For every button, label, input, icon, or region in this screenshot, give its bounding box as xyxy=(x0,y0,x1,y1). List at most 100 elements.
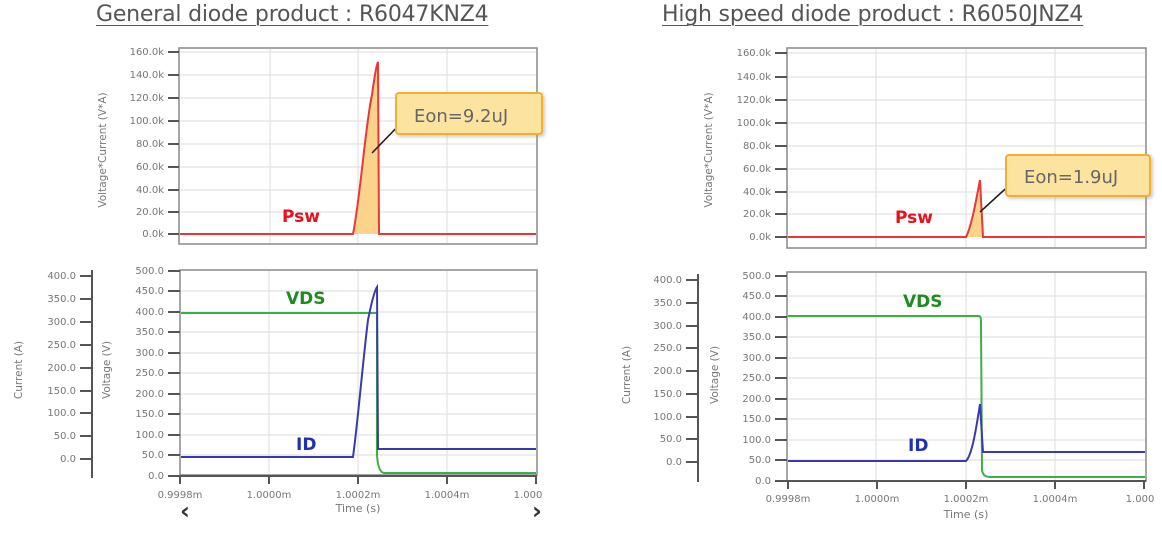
voltage-y-axis-label: Voltage (V) xyxy=(709,346,721,404)
y-tick: 40.0k xyxy=(136,185,164,196)
y-tick: 500.0 xyxy=(135,266,164,277)
y-tick: 20.0k xyxy=(743,209,771,220)
y-tick: 200.0 xyxy=(653,366,682,377)
y-tick: 150.0 xyxy=(653,389,682,400)
power-plot-left: 160.0k 140.0k 120.0k 100.0k 80.0k 60.0k … xyxy=(97,47,543,245)
y-tick: 100.0 xyxy=(742,435,771,446)
vds-line xyxy=(788,315,1145,478)
y-tick: 50.0 xyxy=(54,431,76,442)
y-tick: 160.0k xyxy=(130,47,165,58)
id-line xyxy=(181,283,536,458)
y-tick: 100.0k xyxy=(737,118,772,129)
id-line xyxy=(788,403,1145,462)
y-tick: 300.0 xyxy=(47,317,76,328)
y-tick: 50.0 xyxy=(749,455,771,466)
y-tick: 450.0 xyxy=(135,286,164,297)
y-tick: 0.0 xyxy=(755,476,771,487)
y-tick: 100.0k xyxy=(130,116,165,127)
eon-callout-label: Eon=1.9uJ xyxy=(1024,167,1118,188)
y-tick: 250.0 xyxy=(742,373,771,384)
panel-title-high-speed-diode: High speed diode product : R6050JNZ4 xyxy=(662,2,1084,27)
x-tick: 1.0002m xyxy=(944,494,989,505)
y-tick: 150.0 xyxy=(742,414,771,425)
x-tick: 1.0004m xyxy=(1033,494,1078,505)
left-panel: 160.0k 140.0k 120.0k 100.0k 80.0k 60.0k … xyxy=(13,47,543,525)
power-y-axis-label: Voltage*Current (V*A) xyxy=(703,92,715,207)
y-tick: 300.0 xyxy=(742,353,771,364)
y-tick: 120.0k xyxy=(737,95,772,106)
x-tick: 1.000 xyxy=(1126,494,1155,505)
eon-callout-box xyxy=(1005,154,1151,197)
y-tick: 150.0 xyxy=(47,386,76,397)
y-tick: 40.0k xyxy=(743,187,771,198)
psw-line xyxy=(180,61,536,235)
y-tick: 400.0 xyxy=(135,307,164,318)
x-axis-label: Time (s) xyxy=(943,508,989,521)
scroll-left-arrow[interactable]: ‹ xyxy=(180,497,190,525)
x-tick: 0.9998m xyxy=(158,490,203,501)
y-tick: 500.0 xyxy=(742,271,771,282)
y-tick: 50.0 xyxy=(142,450,164,461)
y-tick: 50.0 xyxy=(660,434,682,445)
y-tick: 60.0k xyxy=(136,162,164,173)
vds-line xyxy=(181,312,536,474)
y-tick: 100.0 xyxy=(135,430,164,441)
panel-title-general-diode: General diode product : R6047KNZ4 xyxy=(96,2,489,27)
y-tick: 400.0 xyxy=(653,275,682,286)
current-y-axis-label: Current (A) xyxy=(13,341,25,399)
y-tick: 300.0 xyxy=(653,321,682,332)
y-tick: 0.0 xyxy=(666,457,682,468)
y-tick: 350.0 xyxy=(135,327,164,338)
y-tick: 250.0 xyxy=(47,340,76,351)
y-tick: 250.0 xyxy=(135,368,164,379)
y-tick: 60.0k xyxy=(743,164,771,175)
y-tick: 80.0k xyxy=(136,139,164,150)
power-plot-right: 160.0k 140.0k 120.0k 100.0k 80.0k 60.0k … xyxy=(703,47,1151,249)
y-tick: 0.0 xyxy=(148,471,164,482)
y-tick: 350.0 xyxy=(653,298,682,309)
scroll-right-arrow[interactable]: › xyxy=(532,497,542,525)
y-tick: 0.0 xyxy=(60,454,76,465)
y-tick: 160.0k xyxy=(737,48,772,59)
y-tick: 450.0 xyxy=(742,291,771,302)
vi-plot-right: 500.0 450.0 400.0 350.0 300.0 250.0 200.… xyxy=(621,271,1154,521)
power-y-axis-label: Voltage*Current (V*A) xyxy=(97,92,109,207)
x-axis-label: Time (s) xyxy=(335,502,381,515)
y-tick: 0.0k xyxy=(749,232,771,243)
x-tick: 1.000 xyxy=(514,490,543,501)
voltage-y-axis-label: Voltage (V) xyxy=(101,341,113,399)
y-tick: 400.0 xyxy=(742,312,771,323)
vds-label: VDS xyxy=(286,289,326,309)
vi-plot-left: 500.0 450.0 400.0 350.0 300.0 250.0 200.… xyxy=(13,266,542,515)
y-tick: 250.0 xyxy=(653,343,682,354)
y-tick: 80.0k xyxy=(743,141,771,152)
y-tick: 100.0 xyxy=(47,408,76,419)
y-tick: 350.0 xyxy=(742,332,771,343)
y-tick: 140.0k xyxy=(130,70,165,81)
y-tick: 200.0 xyxy=(47,363,76,374)
y-tick: 350.0 xyxy=(47,294,76,305)
x-tick: 1.0002m xyxy=(336,490,381,501)
y-tick: 100.0 xyxy=(653,412,682,423)
y-tick: 200.0 xyxy=(135,389,164,400)
y-tick: 400.0 xyxy=(47,271,76,282)
x-tick: 1.0000m xyxy=(247,490,292,501)
current-y-axis-label: Current (A) xyxy=(621,346,633,404)
x-tick: 1.0004m xyxy=(425,490,470,501)
psw-label: Psw xyxy=(282,207,320,227)
x-tick: 1.0000m xyxy=(855,494,900,505)
right-panel: 160.0k 140.0k 120.0k 100.0k 80.0k 60.0k … xyxy=(621,47,1154,521)
y-tick: 120.0k xyxy=(130,93,165,104)
y-tick: 150.0 xyxy=(135,409,164,420)
y-tick: 200.0 xyxy=(742,394,771,405)
eon-callout-box xyxy=(395,92,543,135)
id-label: ID xyxy=(908,436,928,456)
y-tick: 300.0 xyxy=(135,348,164,359)
psw-line xyxy=(788,179,1145,238)
psw-label: Psw xyxy=(895,208,933,228)
eon-callout-label: Eon=9.2uJ xyxy=(414,106,508,127)
y-tick: 20.0k xyxy=(136,207,164,218)
vds-label: VDS xyxy=(903,292,943,312)
id-label: ID xyxy=(296,435,316,455)
